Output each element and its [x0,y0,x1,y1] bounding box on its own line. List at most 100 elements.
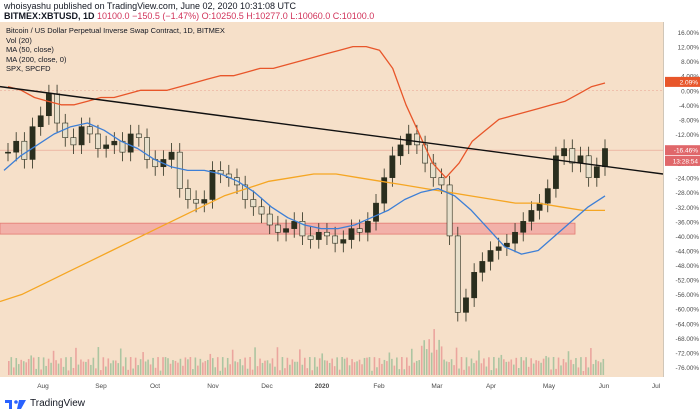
price-axis[interactable]: 16.00%12.00%8.00%4.00%0.00%-4.00%-8.00%-… [663,22,700,377]
volume-bar [231,349,234,375]
candle [356,228,363,233]
volume-bar [117,363,120,375]
volume-bar [500,354,503,375]
legend-ma50[interactable]: MA (50, close) [6,45,54,54]
volume-bar [226,357,229,375]
volume-bar [37,357,40,375]
price-chart[interactable] [0,22,664,377]
volume-bar [194,357,197,375]
volume-bar [363,357,366,375]
price-axis-label: -76.00% [676,365,700,372]
volume-bar [32,357,35,375]
candle [487,250,494,262]
volume-bar [87,359,90,375]
volume-bar [80,359,82,375]
volume-bar [177,362,179,375]
volume-bar [296,361,299,375]
volume-bar [430,352,433,375]
volume-bar [433,329,435,375]
volume-bar [8,361,10,375]
volume-bar [326,360,328,375]
candle [454,235,461,313]
volume-bar [244,357,246,375]
volume-bar [236,362,239,375]
candle [512,231,518,244]
candle [561,148,568,157]
volume-bar [294,361,296,375]
candle [258,206,265,215]
volume-bar [557,357,560,375]
volume-bar [515,357,518,375]
chart-plot-area[interactable] [0,22,664,377]
price-axis-labels: 16.00%12.00%8.00%4.00%0.00%-4.00%-8.00%-… [665,30,700,372]
legend-ma200[interactable]: MA (200, close, 0) [6,54,67,64]
volume-bar [341,357,343,375]
volume-bar [251,369,254,375]
volume-bar [202,362,204,375]
candle [340,239,347,244]
price-axis-label: -64.00% [676,321,700,328]
volume-bar [565,362,567,375]
volume-bar [281,357,284,375]
volume-bar [592,364,595,375]
candle [495,246,502,251]
volume-bar [107,358,110,375]
volume-bar [47,358,50,375]
volume-bar [381,363,383,375]
volume-bar [75,347,77,375]
candle [127,133,134,153]
bar-timer-badge: 13:28:54 [673,158,699,165]
volume-bar [92,357,95,375]
volume-bar [577,367,580,375]
volume-bar [537,360,540,375]
volume-bar [271,358,274,375]
volume-bar [567,351,570,375]
candle [438,177,445,186]
volume-bar [361,364,363,375]
volume-bar [333,366,336,375]
time-axis-label: Oct [150,383,160,390]
time-axis-label: Jul [652,383,661,390]
candle [21,140,28,160]
candle [78,126,85,146]
spx-line [7,45,606,179]
volume-bar [65,357,67,375]
candle [544,188,551,204]
candle [553,155,559,189]
candle [29,126,36,160]
time-axis[interactable]: Aug Sep Oct Nov Dec 2020 Feb Mar Apr May Jun Jul [0,377,700,393]
candle [520,221,527,233]
volume-bar [304,357,306,375]
volume-bar [560,365,562,375]
volume-bar [105,366,107,375]
volume-bar [112,360,115,375]
price-axis-label: -24.00% [676,176,700,183]
legend-spx[interactable]: SPX, SPCFD [6,64,51,73]
candle [185,188,191,200]
volume-bar [580,357,582,375]
volume-bar [57,363,60,375]
volume-bar [119,348,122,375]
candle [168,151,175,160]
volume-bar [595,359,597,375]
volume-bar [435,349,438,375]
candle [479,261,486,273]
legend-vol[interactable]: Vol (20) [6,35,32,45]
publisher-line: whoisyashu published on TradingView.com,… [4,1,297,11]
volume-bar [338,369,341,375]
tradingview-brand[interactable]: TradingView [30,398,86,409]
symbol[interactable]: BITMEX:XBTUSD, 1D [4,11,95,21]
volume-bar [27,358,30,375]
price-axis-label: -48.00% [676,263,700,270]
volume-bar [468,366,470,375]
volume-bar [142,352,144,375]
price-axis-label: -56.00% [676,292,700,299]
volume-bar [552,357,555,375]
candle [37,115,44,127]
candle [414,133,420,146]
volume-bar [572,364,575,375]
candle [193,199,199,204]
volume-bar [413,362,416,375]
ma50-line [3,122,606,255]
volume-bar [373,357,376,375]
